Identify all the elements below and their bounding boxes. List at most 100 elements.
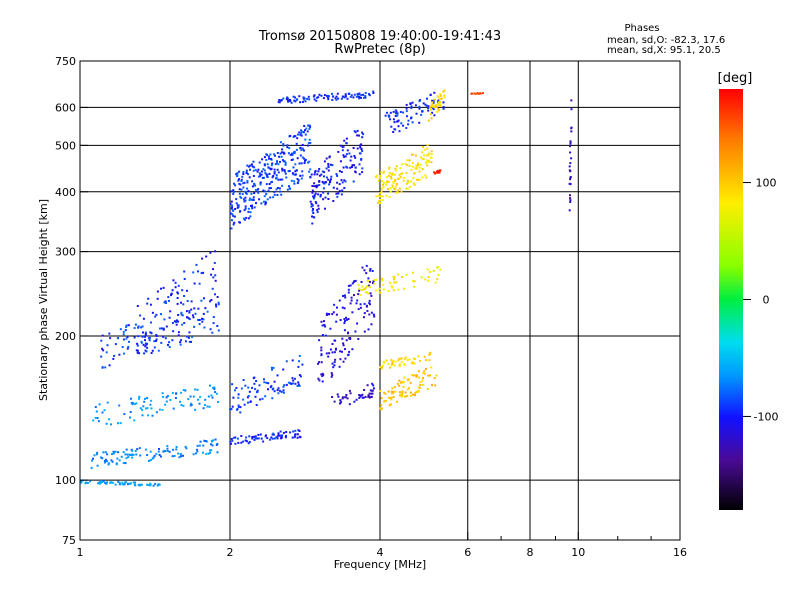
data-point: [106, 344, 109, 347]
data-point: [360, 96, 362, 99]
data-point: [397, 119, 400, 122]
data-point: [161, 327, 163, 330]
data-point: [281, 184, 284, 187]
data-point: [318, 168, 321, 170]
data-point: [392, 396, 395, 398]
data-point: [437, 108, 439, 110]
data-point: [317, 193, 320, 196]
data-point: [418, 107, 421, 110]
data-point: [125, 326, 128, 328]
data-point: [419, 359, 422, 362]
data-point: [285, 176, 288, 179]
data-point: [425, 104, 428, 107]
data-point: [144, 349, 147, 352]
data-point: [126, 347, 129, 350]
data-point: [389, 187, 392, 190]
data-point: [155, 338, 158, 341]
data-point: [432, 106, 434, 109]
data-point: [280, 155, 283, 158]
data-point: [364, 286, 367, 289]
data-point: [239, 210, 241, 213]
data-point: [291, 382, 294, 385]
data-point: [313, 185, 316, 188]
data-point: [358, 287, 361, 290]
data-point: [324, 181, 327, 184]
data-point: [473, 92, 476, 95]
data-point: [259, 173, 262, 176]
data-point: [422, 102, 425, 105]
data-point: [233, 215, 236, 218]
data-point: [396, 112, 399, 115]
data-point: [348, 350, 351, 353]
data-point: [392, 359, 395, 362]
data-point: [356, 93, 359, 96]
data-point: [299, 375, 302, 378]
data-point: [173, 320, 176, 323]
data-point: [199, 396, 202, 399]
data-point: [180, 311, 183, 314]
data-point: [187, 336, 190, 339]
data-point: [295, 98, 298, 101]
data-point: [284, 172, 287, 175]
data-point: [295, 142, 298, 145]
data-point: [261, 176, 264, 179]
data-point: [421, 151, 424, 154]
data-point: [361, 285, 364, 288]
data-point: [325, 167, 328, 170]
data-point: [188, 310, 191, 313]
data-point: [128, 340, 130, 343]
data-point: [234, 389, 236, 392]
data-point: [406, 359, 409, 361]
data-point: [143, 400, 146, 403]
data-point: [293, 182, 296, 185]
data-point: [333, 303, 336, 306]
data-point: [244, 199, 247, 202]
data-point: [344, 348, 346, 351]
data-point: [100, 355, 103, 358]
data-point: [391, 387, 394, 390]
data-point: [196, 388, 199, 391]
data-point: [403, 287, 405, 290]
data-point: [180, 301, 182, 304]
data-point: [278, 389, 281, 392]
data-point: [325, 176, 328, 179]
data-point: [358, 394, 361, 396]
data-point: [343, 96, 346, 99]
data-point: [307, 161, 309, 164]
data-point: [259, 433, 262, 436]
data-point: [247, 190, 250, 192]
data-point: [360, 281, 363, 283]
data-point: [96, 417, 99, 419]
data-point: [210, 299, 213, 301]
data-point: [200, 272, 203, 275]
data-point: [323, 160, 326, 163]
data-point: [477, 93, 480, 95]
data-point: [211, 440, 214, 443]
data-point: [482, 92, 484, 95]
data-point: [268, 157, 270, 160]
data-point: [293, 180, 296, 183]
data-point: [196, 450, 199, 453]
data-point: [281, 148, 284, 151]
data-point: [103, 409, 106, 412]
data-point: [111, 481, 114, 484]
data-point: [340, 193, 343, 196]
data-point: [418, 105, 421, 108]
data-point: [405, 182, 408, 185]
data-point: [194, 388, 197, 391]
data-point: [294, 173, 297, 176]
data-point: [296, 157, 299, 160]
data-point: [479, 92, 482, 95]
x-tick-label: 2: [227, 546, 234, 559]
data-point: [182, 454, 184, 457]
data-point: [229, 202, 232, 205]
data-point: [426, 97, 428, 100]
data-point: [413, 183, 416, 186]
data-point: [169, 399, 172, 401]
data-point: [217, 301, 220, 304]
data-point: [312, 216, 315, 219]
data-point: [180, 339, 182, 342]
data-point: [379, 198, 382, 201]
data-point: [301, 156, 304, 159]
data-point: [156, 290, 159, 293]
